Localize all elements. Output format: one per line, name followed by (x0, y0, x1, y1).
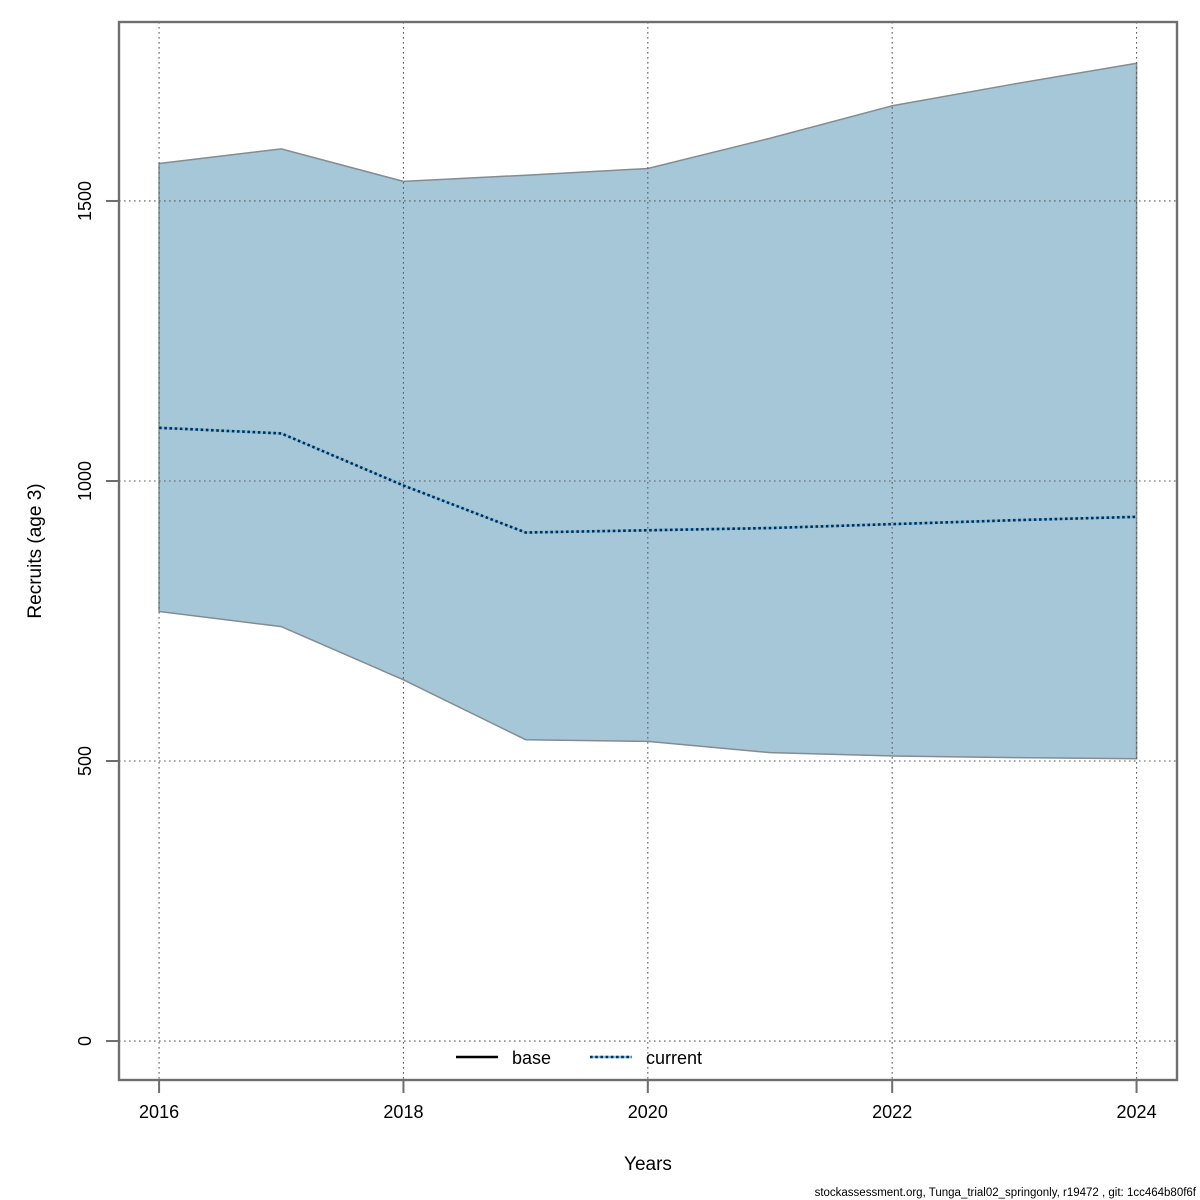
plot-border (117, 20, 1179, 1082)
current-line (159, 426, 1137, 534)
x-tick-label-2018: 2018 (383, 1102, 423, 1122)
axis-tick-layer: 2016 2018 2020 2022 2024 0 500 1000 1500 (75, 181, 1157, 1122)
x-tick-label-2016: 2016 (139, 1102, 179, 1122)
y-tick-label-1500: 1500 (75, 181, 95, 221)
legend-current-label: current (646, 1048, 702, 1068)
legend-base-label: base (512, 1048, 551, 1068)
x-axis-title: Years (624, 1154, 672, 1175)
gridline-layer (119, 22, 1177, 1080)
y-tick-label-1000: 1000 (75, 461, 95, 501)
y-tick-label-0: 0 (75, 1036, 95, 1046)
x-tick-label-2024: 2024 (1117, 1102, 1157, 1122)
x-tick-label-2022: 2022 (872, 1102, 912, 1122)
series-layer (159, 426, 1137, 534)
legend: base current (456, 1048, 702, 1068)
y-tick-label-500: 500 (75, 746, 95, 776)
footer-note: stockassessment.org, Tunga_trial02_sprin… (815, 1187, 1197, 1199)
x-tick-label-2020: 2020 (628, 1102, 668, 1122)
y-axis-title: Recruits (age 3) (25, 483, 46, 618)
